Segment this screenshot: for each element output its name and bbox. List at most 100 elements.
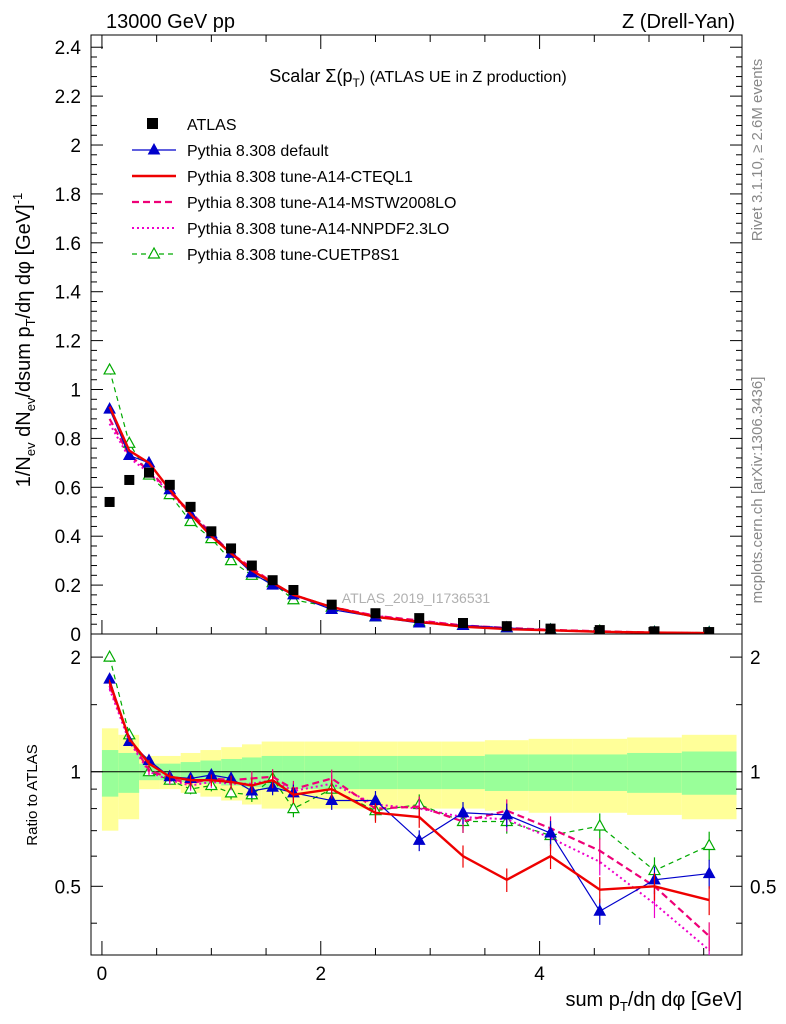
plot-title-rest: ) (ATLAS UE in Z production) xyxy=(360,69,567,86)
legend-marker-cuetp8s1 xyxy=(147,246,161,259)
band-inner xyxy=(681,751,737,795)
series-point-cuetp8s1 xyxy=(103,362,117,375)
side-label-mcplots: mcplots.cern.ch [arXiv:1306.3436] xyxy=(749,377,766,604)
x-tick-label: 4 xyxy=(534,964,545,985)
atlas-point xyxy=(267,575,278,586)
bottom-panel: 0.5 0.5 1 1 2 2 0 2 4 xyxy=(55,633,776,985)
band-inner xyxy=(627,752,682,793)
header-left: 13000 GeV pp xyxy=(106,11,235,33)
y-tick-label-top: 0.2 xyxy=(55,576,81,597)
ratio-point-default xyxy=(456,805,470,818)
series-point-cuetp8s1 xyxy=(224,553,238,566)
ratio-point-default xyxy=(593,904,607,916)
x-axis-label: sum pT/dη dφ [GeV] xyxy=(565,989,742,1014)
ratio-point-default xyxy=(702,866,716,879)
y-tick-label-top: 0.4 xyxy=(55,527,82,548)
atlas-point xyxy=(501,621,512,632)
y-axis-label-top: 1/Nev dNev/dsum pT/dη dφ [GeV]-1 xyxy=(10,193,38,488)
series-point-cuetp8s1 xyxy=(184,514,198,527)
svg-text:1/Nev dNev/dsum pT/dη dφ [GeV]: 1/Nev dNev/dsum pT/dη dφ [GeV]-1 xyxy=(10,193,38,488)
ratio-point-default xyxy=(325,793,339,806)
band-inner xyxy=(101,750,119,797)
x-tick-label: 0 xyxy=(97,964,108,985)
legend-marker-default xyxy=(147,142,161,155)
atlas-point xyxy=(458,617,468,628)
y-tick-label-bottom: 1 xyxy=(70,763,81,784)
band-inner xyxy=(282,755,305,790)
ratio-line-nnpdf xyxy=(108,688,710,951)
uncertainty-bands xyxy=(101,728,737,831)
ratio-point-default xyxy=(544,826,557,838)
y-tick-label-top: 1 xyxy=(70,381,81,402)
atlas-point xyxy=(143,467,154,478)
atlas-point xyxy=(164,479,175,490)
atlas-point xyxy=(326,599,337,610)
ratio-point-cuetp8s1 xyxy=(103,649,117,662)
ratio-point-default xyxy=(500,807,514,820)
bottom-frame xyxy=(90,633,743,956)
plot-title: Scalar Σ(pT) (ATLAS UE in Z production) xyxy=(269,66,566,90)
atlas-point xyxy=(649,626,660,634)
band-inner xyxy=(572,754,628,791)
band-inner xyxy=(484,754,529,791)
atlas-point xyxy=(545,623,556,634)
y-tick-label-top: 2.2 xyxy=(55,87,81,108)
atlas-point xyxy=(185,501,196,512)
atlas-point xyxy=(370,608,381,619)
legend-label-default: Pythia 8.308 default xyxy=(187,143,329,160)
y-tick-label-bottom-right: 2 xyxy=(750,648,761,669)
atlas-point xyxy=(414,613,425,624)
side-label-rivet: Rivet 3.1.10, ≥ 2.6M events xyxy=(749,59,766,242)
x-tick-label: 2 xyxy=(315,964,326,985)
svg-text:sum pT/dη dφ [GeV]: sum pT/dη dφ [GeV] xyxy=(565,989,742,1014)
analysis-watermark: ATLAS_2019_I1736531 xyxy=(342,590,491,606)
band-inner xyxy=(441,755,485,790)
atlas-point xyxy=(226,543,237,554)
legend-label-nnpdf: Pythia 8.308 tune-A14-NNPDF2.3LO xyxy=(187,221,449,238)
atlas-point xyxy=(288,584,299,595)
legend-label-cuetp8s1: Pythia 8.308 tune-CUETP8S1 xyxy=(187,247,400,264)
atlas-point xyxy=(206,526,217,537)
band-inner xyxy=(359,755,398,790)
y-tick-label-top: 0 xyxy=(70,625,81,646)
top-series xyxy=(103,362,715,634)
header-right: Z (Drell-Yan) xyxy=(622,11,735,33)
band-inner xyxy=(118,752,140,793)
y-tick-label-bottom: 0.5 xyxy=(55,877,81,898)
atlas-point xyxy=(246,560,257,571)
legend: ATLAS Pythia 8.308 default Pythia 8.308 tu… xyxy=(132,117,456,264)
y-tick-label-bottom-right: 1 xyxy=(750,763,761,784)
y-tick-label-bottom-right: 0.5 xyxy=(750,877,776,898)
atlas-point xyxy=(704,627,715,634)
ratio-point-cuetp8s1 xyxy=(224,785,238,798)
legend-label-atlas: ATLAS xyxy=(187,117,237,134)
atlas-point xyxy=(104,496,115,507)
y-tick-label-bottom: 2 xyxy=(70,648,81,669)
ratio-point-cuetp8s1 xyxy=(702,838,716,851)
y-tick-label-top: 1.6 xyxy=(55,234,81,255)
y-tick-label-top: 1.4 xyxy=(55,283,82,304)
band-inner xyxy=(528,754,573,791)
bottom-series xyxy=(103,649,716,955)
top-panel: 0 0.2 0.4 0.6 0.8 1 1.2 1.4 1.6 1.8 2 2.2 2.4 xyxy=(55,34,743,646)
plot-title-sub: T xyxy=(352,76,360,90)
y-axis-label-bottom: Ratio to ATLAS xyxy=(24,744,41,845)
legend-label-mstw: Pythia 8.308 tune-A14-MSTW2008LO xyxy=(187,195,456,212)
legend-marker-atlas xyxy=(147,118,158,129)
atlas-point xyxy=(124,474,135,485)
band-inner xyxy=(397,755,442,790)
ratio-point-default xyxy=(412,833,426,845)
y-tick-label-top: 2 xyxy=(70,136,81,157)
y-tick-label-top: 0.8 xyxy=(55,429,81,450)
legend-label-cteql1: Pythia 8.308 tune-A14-CTEQL1 xyxy=(187,169,413,186)
y-tick-label-top: 1.2 xyxy=(55,332,81,353)
atlas-point xyxy=(594,625,605,634)
ratio-point-cuetp8s1 xyxy=(593,818,607,831)
plot-title-main: Scalar Σ(p xyxy=(269,66,352,86)
ratio-point-cuetp8s1 xyxy=(286,801,300,814)
series-point-default xyxy=(122,448,136,461)
y-tick-label-top: 2.4 xyxy=(55,38,82,59)
y-tick-label-top: 1.8 xyxy=(55,185,81,206)
y-tick-label-top: 0.6 xyxy=(55,478,81,499)
